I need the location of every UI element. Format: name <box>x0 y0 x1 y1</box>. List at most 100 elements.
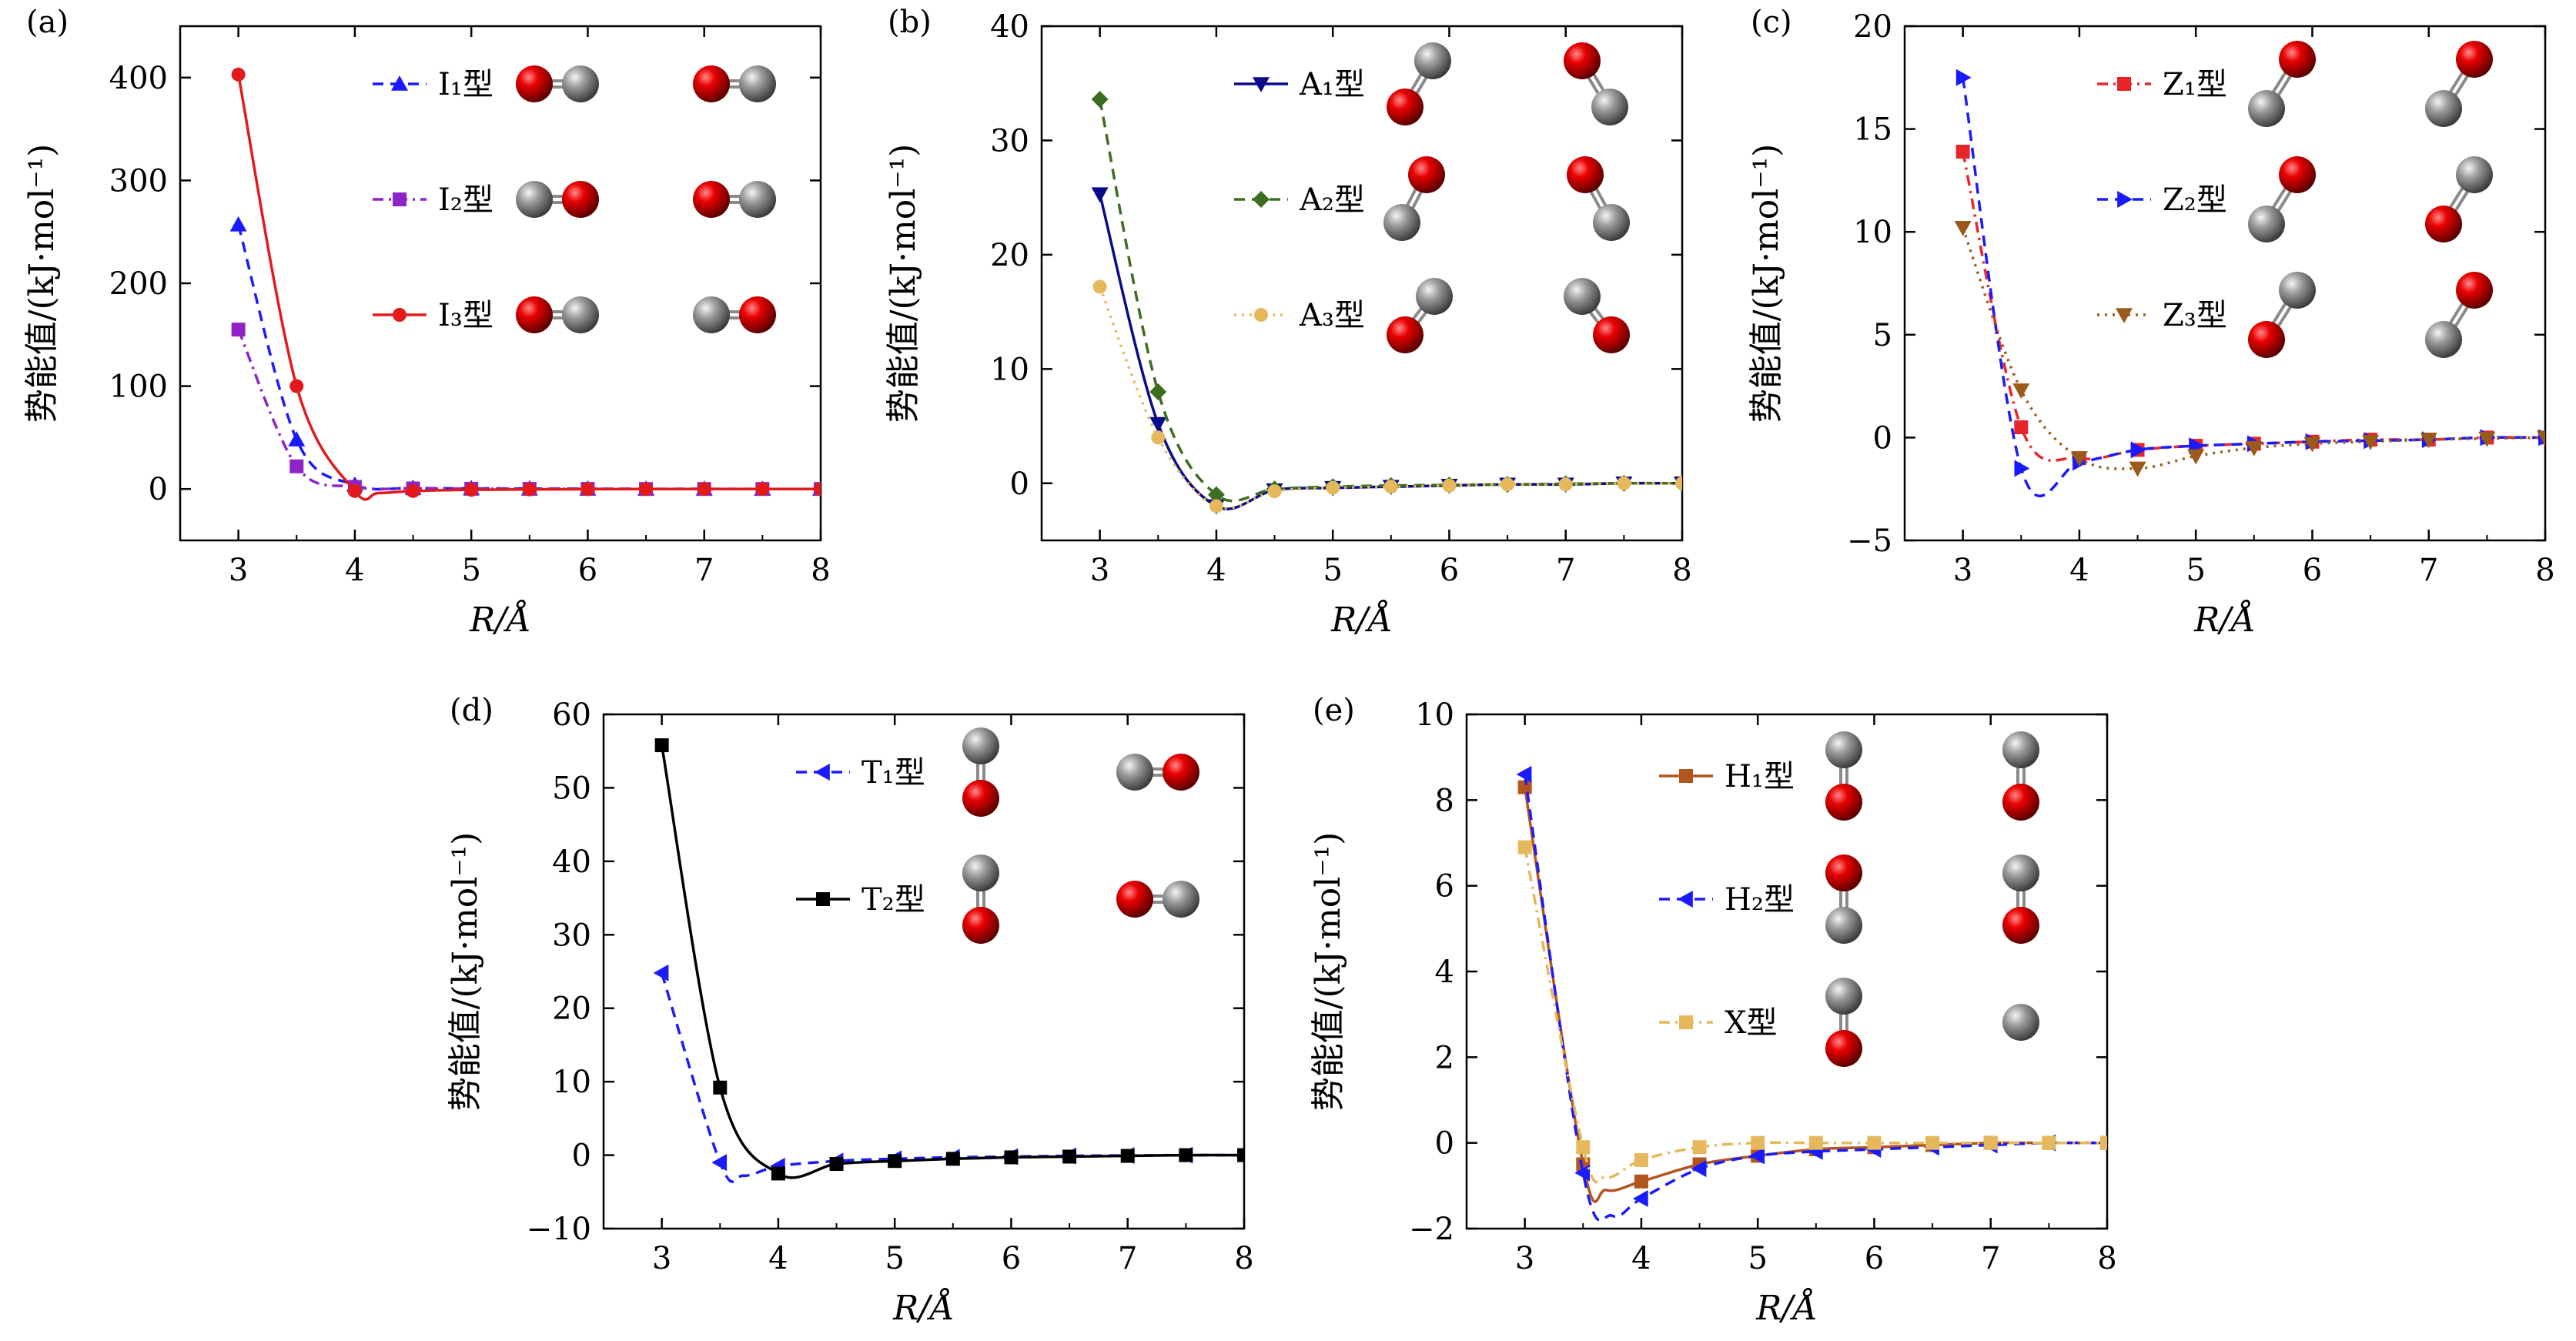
legend-marker <box>2116 308 2133 323</box>
oxygen-atom <box>693 181 730 218</box>
oxygen-atom <box>1567 156 1604 193</box>
y-tick-label: 10 <box>990 352 1029 387</box>
y-tick-label: 60 <box>552 697 591 733</box>
carbon-atom <box>962 854 999 891</box>
legend-label: A₁型 <box>1299 67 1365 102</box>
data-point <box>1574 1164 1591 1182</box>
panel-label: (d) <box>450 693 493 728</box>
y-tick-label: 4 <box>1435 955 1454 990</box>
data-point <box>2187 449 2205 465</box>
carbon-atom <box>739 181 776 218</box>
x-tick-label: 3 <box>1953 553 1972 588</box>
oxygen-atom <box>2002 784 2039 821</box>
legend-marker <box>1253 77 1270 92</box>
data-point <box>347 483 362 498</box>
legend-label: T₁型 <box>861 755 925 791</box>
x-tick-label: 7 <box>694 553 714 588</box>
data-point <box>2042 1135 2056 1150</box>
molecule-icon <box>962 727 999 817</box>
plot-frame <box>1903 25 2547 542</box>
data-point <box>1867 1135 1882 1150</box>
oxygen-atom <box>1825 784 1862 821</box>
x-axis-title: R/Å <box>892 1287 955 1328</box>
data-point <box>231 67 246 82</box>
x-tick-label: 4 <box>768 1241 788 1276</box>
molecule-icon <box>1825 731 1862 821</box>
data-point <box>1004 1150 1019 1165</box>
oxygen-atom <box>1163 754 1199 791</box>
molecule-icon <box>516 181 599 218</box>
data-point <box>771 1166 785 1181</box>
series-line <box>236 329 821 490</box>
data-point <box>814 482 821 497</box>
y-tick-label: 10 <box>1853 215 1892 250</box>
x-tick-label: 5 <box>461 553 480 588</box>
legend-label: H₂型 <box>1725 882 1795 918</box>
oxygen-atom <box>962 907 999 944</box>
data-point <box>1691 1160 1707 1178</box>
carbon-atom <box>1414 42 1451 79</box>
data-point <box>2100 1135 2107 1150</box>
data-point <box>1179 1148 1193 1162</box>
y-axis-title: 势能值/(kJ·mol⁻¹) <box>1747 144 1786 423</box>
data-point <box>1149 383 1167 401</box>
x-tick-label: 8 <box>1672 553 1691 588</box>
x-tick-label: 4 <box>1206 553 1226 588</box>
data-point <box>1062 1149 1077 1164</box>
legend-marker <box>1254 308 1268 322</box>
oxygen-atom <box>693 65 730 102</box>
carbon-atom <box>2002 854 2039 891</box>
data-point <box>697 482 711 497</box>
molecule-icon <box>693 181 776 218</box>
plot-frame <box>1040 25 1684 542</box>
data-point <box>1751 1135 1765 1150</box>
data-point <box>888 1154 902 1169</box>
series-line <box>236 74 821 501</box>
y-tick-label: 30 <box>990 123 1029 159</box>
x-tick-label: 8 <box>2535 553 2554 588</box>
y-axis-title: 势能值/(kJ·mol⁻¹) <box>446 832 485 1112</box>
x-axis-title: R/Å <box>2193 599 2256 640</box>
y-tick-label: 0 <box>572 1139 591 1174</box>
molecule-icon <box>1383 156 1445 241</box>
oxygen-atom <box>1564 42 1601 79</box>
panel-d: (d) 3 4 5 6 7 8 −10 0 10 20 30 40 50 60 R/Å 势能值/(kJ·mol⁻… <box>446 693 1254 1328</box>
legend-marker <box>816 892 830 906</box>
oxygen-atom <box>2002 907 2039 944</box>
plot-frame <box>179 25 822 542</box>
molecule-icon <box>2002 731 2039 821</box>
legend-label: A₃型 <box>1299 298 1365 333</box>
data-point <box>2130 441 2146 459</box>
molecule-icon <box>2248 272 2316 358</box>
y-axis-title: 势能值/(kJ·mol⁻¹) <box>22 144 62 423</box>
series-0 <box>653 964 1244 1183</box>
legend-marker <box>2117 77 2131 91</box>
data-point <box>1091 91 1109 109</box>
carbon-atom <box>2425 90 2462 127</box>
legend-label: A₂型 <box>1299 182 1365 218</box>
y-tick-label: 300 <box>109 163 168 199</box>
legend-label: I₂型 <box>438 182 493 218</box>
molecule-icon <box>1116 754 1199 791</box>
oxygen-atom <box>2425 206 2462 242</box>
legend-marker <box>1678 891 1693 908</box>
carbon-atom <box>1416 278 1453 315</box>
oxygen-atom <box>2456 272 2493 309</box>
y-tick-label: 40 <box>990 9 1029 45</box>
carbon-atom <box>1163 881 1199 918</box>
carbon-atom <box>1825 978 1862 1015</box>
data-point <box>2012 383 2030 399</box>
data-point <box>1955 69 1972 86</box>
data-point <box>755 482 770 497</box>
y-tick-label: 15 <box>1853 112 1892 148</box>
legend-label: I₃型 <box>438 298 493 333</box>
panel-label: (e) <box>1313 693 1355 728</box>
carbon-atom <box>1825 731 1862 768</box>
x-tick-label: 6 <box>1440 553 1459 588</box>
data-point <box>1955 144 1970 159</box>
data-point <box>406 483 420 498</box>
x-tick-label: 6 <box>1002 1241 1021 1276</box>
x-tick-label: 3 <box>652 1241 671 1276</box>
data-point <box>1092 279 1107 294</box>
carbon-atom <box>2279 272 2316 309</box>
